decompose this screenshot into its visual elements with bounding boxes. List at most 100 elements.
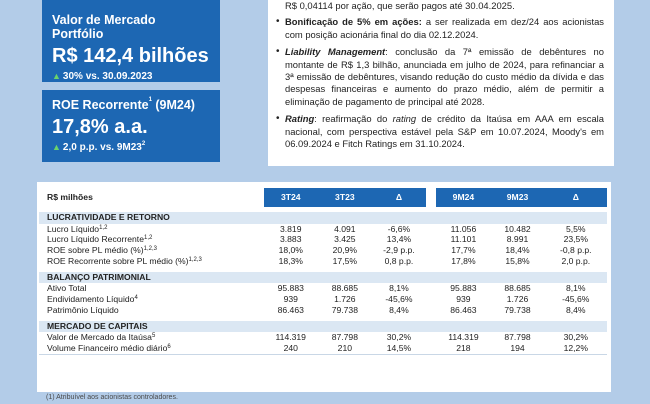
table-row: Lucro Líquido1,2 3.819 4.091 -6,6% 11.056 10.…: [39, 224, 607, 235]
market-value-card: Valor de Mercado Portfólio R$ 142,4 bilh…: [42, 0, 220, 82]
up-triangle-icon: ▲: [52, 142, 61, 152]
table-row: ROE sobre PL médio (%)1,2,3 18,0% 20,9% -2,…: [39, 245, 607, 256]
table-cell: 23,5%: [563, 234, 588, 245]
table-row: Lucro Líquido Recorrente1,2 3.883 3.425 13,…: [39, 234, 607, 245]
row-label: Lucro Líquido Recorrente1,2: [47, 234, 153, 245]
table-row: Patrimônio Líquido 86.463 79.738 8,4% 86.463…: [39, 304, 607, 319]
table-cell: 14,5%: [371, 342, 426, 355]
column-header: Δ: [544, 188, 607, 210]
bullet-icon: •: [276, 16, 280, 28]
card-title: Valor de Mercado Portfólio: [52, 13, 156, 41]
row-label: ROE Recorrente sobre PL médio (%)1,2,3: [39, 255, 264, 270]
column-header: Δ: [371, 188, 426, 210]
table-cell: 3.883: [279, 234, 302, 245]
table-cell: 1.726: [334, 293, 356, 304]
dividend-line: R$ 0,04114 por ação, que serão pagos até…: [285, 0, 515, 11]
table-cell: 15,8%: [490, 255, 545, 270]
table-cell: 10.482: [504, 223, 531, 234]
row-label: Patrimônio Líquido: [39, 304, 264, 319]
table-cell: 95.883: [450, 283, 477, 294]
table-cell: 114.319: [275, 332, 306, 343]
table-row: Endividamento Líquido4 939 1.726 -45,6% 939 1…: [39, 294, 607, 305]
table-row: Valor de Mercado da Itaúsa5 114.319 87.798…: [39, 332, 607, 343]
list-item: • Liability Management: conclusão da 7ª …: [276, 46, 604, 107]
row-label: Endividamento Líquido4: [47, 293, 138, 304]
table-cell: 1.726: [506, 293, 529, 304]
column-header: 9M23: [490, 188, 545, 210]
card-delta: ▲ 2,0 p.p. vs. 9M232: [52, 141, 146, 153]
bullet-icon: •: [276, 46, 280, 58]
roe-card: ROE Recorrente1 (9M24) 17,8% a.a. ▲ 2,0 p…: [42, 90, 220, 162]
financial-table: R$ milhões 3T24 3T23 Δ 9M24 9M23 Δ LUCRA…: [39, 188, 607, 355]
footnote: (1) Atribuível aos acionistas controlado…: [46, 394, 178, 401]
table-cell: 95.883: [277, 283, 304, 294]
financial-table-panel: R$ milhões 3T24 3T23 Δ 9M24 9M23 Δ LUCRA…: [37, 182, 611, 392]
table-cell: 8,4%: [544, 304, 607, 319]
table-cell: 12,2%: [544, 342, 607, 355]
table-header: R$ milhões 3T24 3T23 Δ 9M24 9M23 Δ: [39, 188, 607, 210]
column-header: 9M24: [436, 188, 491, 210]
table-row: ROE Recorrente sobre PL médio (%)1,2,3 18…: [39, 255, 607, 270]
row-label: ROE sobre PL médio (%)1,2,3: [47, 245, 157, 256]
row-label: Volume Financeiro médio diário6: [39, 342, 264, 355]
table-cell: 210: [317, 342, 372, 355]
up-triangle-icon: ▲: [52, 71, 61, 81]
table-row: Volume Financeiro médio diário6 240 210 14,…: [39, 342, 607, 355]
table-cell: -2,9 p.p.: [383, 245, 415, 256]
table-cell: 8.991: [506, 234, 529, 245]
section-title: MERCADO DE CAPITAIS: [39, 315, 607, 333]
row-label: Lucro Líquido1,2: [47, 223, 108, 234]
table-cell: 3.425: [334, 234, 356, 245]
table-cell: 114.319: [448, 332, 479, 343]
table-cell: 17,8%: [436, 255, 491, 270]
table-cell: 194: [490, 342, 545, 355]
table-cell: 18,4%: [505, 245, 530, 256]
table-cell: 79.738: [490, 304, 545, 319]
table-cell: -0,8 p.p.: [560, 245, 592, 256]
highlights-panel: R$ 0,04114 por ação, que serão pagos até…: [268, 0, 614, 166]
row-label: Valor de Mercado da Itaúsa5: [47, 332, 156, 343]
card-value: 17,8% a.a.: [52, 116, 148, 138]
section-header: MERCADO DE CAPITAIS: [39, 315, 607, 333]
section-title: LUCRATIVIDADE E RETORNO: [39, 207, 607, 224]
table-cell: 18,0%: [278, 245, 303, 256]
table-cell: 13,4%: [386, 234, 412, 245]
table-row: Ativo Total 95.883 88.685 8,1% 95.883 88.685 8…: [39, 283, 607, 294]
table-cell: 8,1%: [565, 283, 586, 294]
table-cell: 0,8 p.p.: [371, 255, 426, 270]
table-cell: 5,5%: [565, 223, 586, 234]
table-cell: 17,5%: [317, 255, 372, 270]
list-item: • Bonificação de 5% em ações: a ser real…: [276, 16, 604, 40]
table-cell: 240: [263, 342, 318, 355]
list-item: • Rating: reafirmação do rating de crédi…: [276, 113, 604, 150]
table-cell: 2,0 p.p.: [544, 255, 607, 270]
table-cell: -45,6%: [562, 293, 590, 304]
section-header: LUCRATIVIDADE E RETORNO: [39, 207, 607, 224]
row-label: Ativo Total: [47, 283, 87, 294]
table-cell: 86.463: [436, 304, 491, 319]
table-cell: 87.798: [504, 332, 531, 343]
table-cell: 11.056: [450, 223, 477, 234]
table-cell: 30,2%: [563, 332, 588, 343]
table-cell: 3.819: [279, 223, 302, 234]
table-cell: 87.798: [331, 332, 358, 343]
column-header: 3T24: [263, 188, 318, 210]
unit-label: R$ milhões: [39, 188, 264, 210]
table-cell: 939: [283, 293, 298, 304]
table-cell: 8,4%: [371, 304, 426, 319]
card-title: ROE Recorrente1 (9M24): [52, 97, 195, 112]
table-cell: 30,2%: [386, 332, 412, 343]
section-title: BALANÇO PATRIMONIAL: [39, 266, 607, 284]
table-cell: 11.101: [450, 234, 477, 245]
table-cell: 17,7%: [451, 245, 476, 256]
table-cell: 4.091: [334, 223, 356, 234]
table-cell: 8,1%: [389, 283, 409, 294]
table-cell: 20,9%: [332, 245, 358, 256]
column-header: 3T23: [317, 188, 372, 210]
card-delta: ▲ 30% vs. 30.09.2023: [52, 71, 153, 82]
table-cell: 88.685: [504, 283, 531, 294]
table-cell: 218: [436, 342, 491, 355]
table-cell: 86.463: [263, 304, 318, 319]
section-header: BALANÇO PATRIMONIAL: [39, 266, 607, 284]
table-cell: -6,6%: [387, 223, 411, 234]
